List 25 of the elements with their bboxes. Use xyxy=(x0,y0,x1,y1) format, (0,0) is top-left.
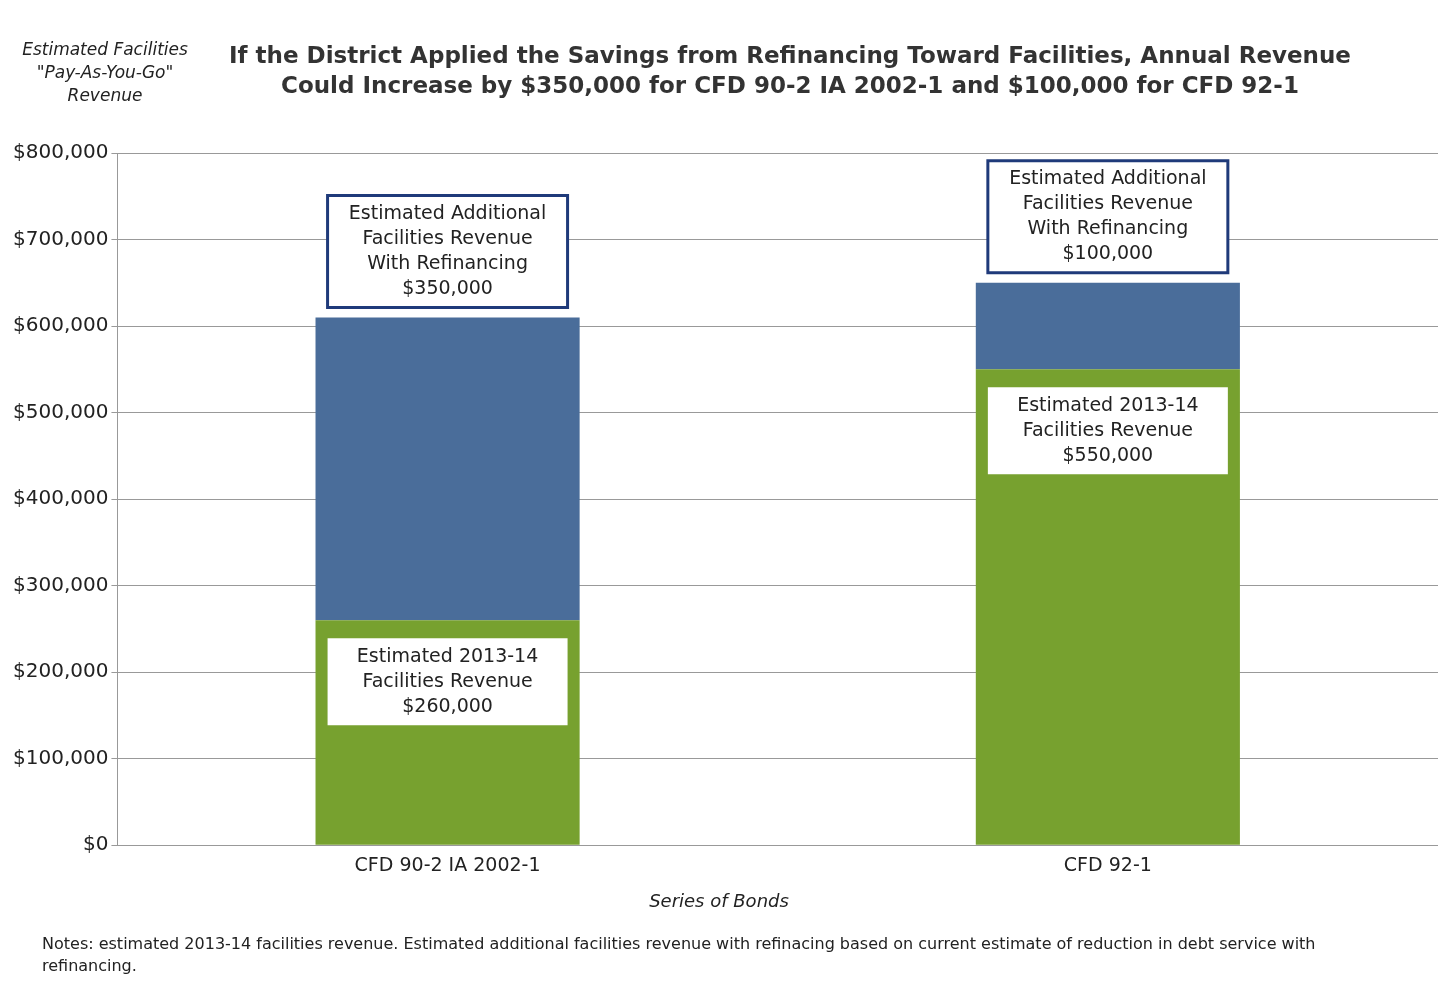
chart-title: If the District Applied the Savings from Refinancing Toward Facilities, Annual Revenue Could Increase by $350,000 for CFD 90-2 IA 2002-1 and $100,000 for CFD 92-1 xyxy=(228,41,1352,100)
y-tick-label: $0 xyxy=(82,831,109,856)
y-tick-label: $600,000 xyxy=(12,312,109,337)
x-axis-title: Series of Bonds xyxy=(648,890,790,911)
y-tick-label: $200,000 xyxy=(12,658,109,683)
text: Estimated Additional Facilities Revenue With Refinancing xyxy=(348,200,547,273)
series-label: Estimated 2013-14 Facilities Revenue xyxy=(356,643,539,691)
data-label: $350,000 xyxy=(402,275,493,298)
bar xyxy=(975,282,1240,370)
x-tick-label: CFD 92-1 xyxy=(1063,852,1152,875)
y-tick-label: $800,000 xyxy=(12,139,109,164)
y-tick-label: $100,000 xyxy=(12,744,109,769)
y-axis-title: Estimated Facilities "Pay-As-You-Go" Revenue xyxy=(21,38,189,107)
x-tick-label: CFD 90-2 IA 2002-1 xyxy=(354,852,541,875)
data-label: $260,000 xyxy=(402,693,493,716)
data-label: $100,000 xyxy=(1062,241,1154,264)
text: Estimated Additional Facilities Revenue With Refinancing xyxy=(1009,166,1207,239)
y-tick-label: $700,000 xyxy=(12,225,109,250)
y-tick-label: $300,000 xyxy=(12,571,109,596)
y-tick-label: $400,000 xyxy=(12,485,109,510)
bar xyxy=(315,317,580,621)
text: Estimated 2013-14 Facilities Revenue xyxy=(1017,392,1199,440)
data-label: $550,000 xyxy=(1062,442,1154,465)
text: Notes: estimated 2013-14 facilities revenue. Estimated additional facilities revenue with refinacing based on current estimate of reduction in debt service with refinancing. xyxy=(42,933,1317,977)
y-tick-label: $500,000 xyxy=(12,398,109,423)
